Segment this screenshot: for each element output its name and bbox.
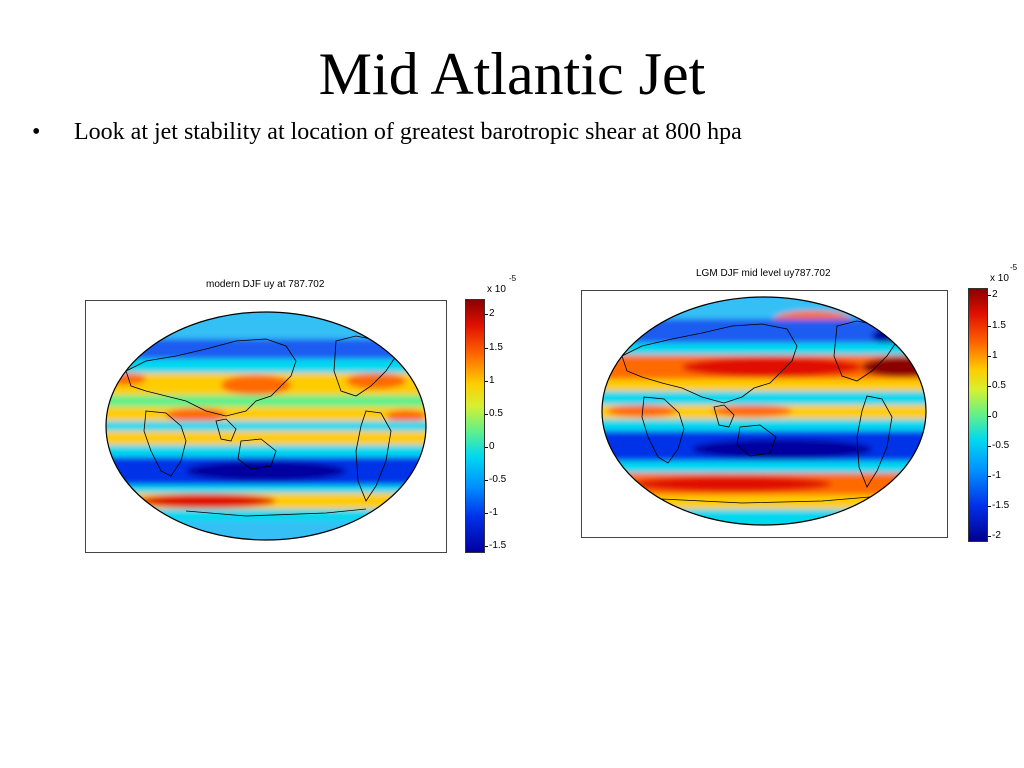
colorbar-scale-exponent-modern: -5	[509, 274, 517, 283]
colorbar-modern	[465, 299, 485, 553]
bullet-dot: •	[32, 119, 41, 145]
colorbar-tick: 1.5	[988, 320, 1006, 331]
coastlines-lgm	[621, 320, 898, 504]
colorbar-tick: -2	[988, 530, 1001, 541]
map-panel-lgm	[581, 290, 948, 538]
colorbar-tick: 0	[988, 410, 998, 421]
coastlines-modern	[125, 335, 397, 517]
map-lgm	[601, 296, 927, 526]
map-panel-modern	[85, 300, 447, 553]
colorbar-tick: -1	[988, 470, 1001, 481]
colorbar-tick: -0.5	[484, 474, 507, 485]
colorbar-tick: 1	[485, 375, 495, 386]
colorbar-tick: 2	[988, 289, 998, 300]
globe-field-modern	[106, 312, 426, 540]
colorbar-scale-lgm: x 10	[990, 273, 1009, 284]
colorbar-tick: 1.5	[485, 342, 503, 353]
bullet-text: Look at jet stability at location of gre…	[74, 119, 742, 145]
colorbar-tick: 0	[485, 441, 495, 452]
colorbar-tick: 0.5	[988, 380, 1006, 391]
colorbar-tick: -1.5	[484, 540, 507, 551]
colorbar-tick: -1	[485, 507, 498, 518]
map-modern	[105, 311, 427, 541]
colorbar-scale-exponent-lgm: -5	[1010, 263, 1018, 272]
globe-outline-modern	[105, 311, 427, 541]
slide-title: Mid Atlantic Jet	[318, 41, 706, 107]
globe-field-lgm	[602, 297, 926, 525]
figure-title-modern: modern DJF uy at 787.702	[206, 279, 325, 290]
colorbar-tick: 1	[988, 350, 998, 361]
figure-title-lgm: LGM DJF mid level uy787.702	[696, 268, 831, 279]
colorbar-tick: -1.5	[987, 500, 1010, 511]
colorbar-tick: 2	[485, 308, 495, 319]
colorbar-lgm	[968, 288, 988, 542]
globe-outline-lgm	[601, 296, 927, 526]
colorbar-scale-modern: x 10	[487, 284, 506, 295]
colorbar-tick: -0.5	[987, 440, 1010, 451]
colorbar-tick: 0.5	[485, 408, 503, 419]
